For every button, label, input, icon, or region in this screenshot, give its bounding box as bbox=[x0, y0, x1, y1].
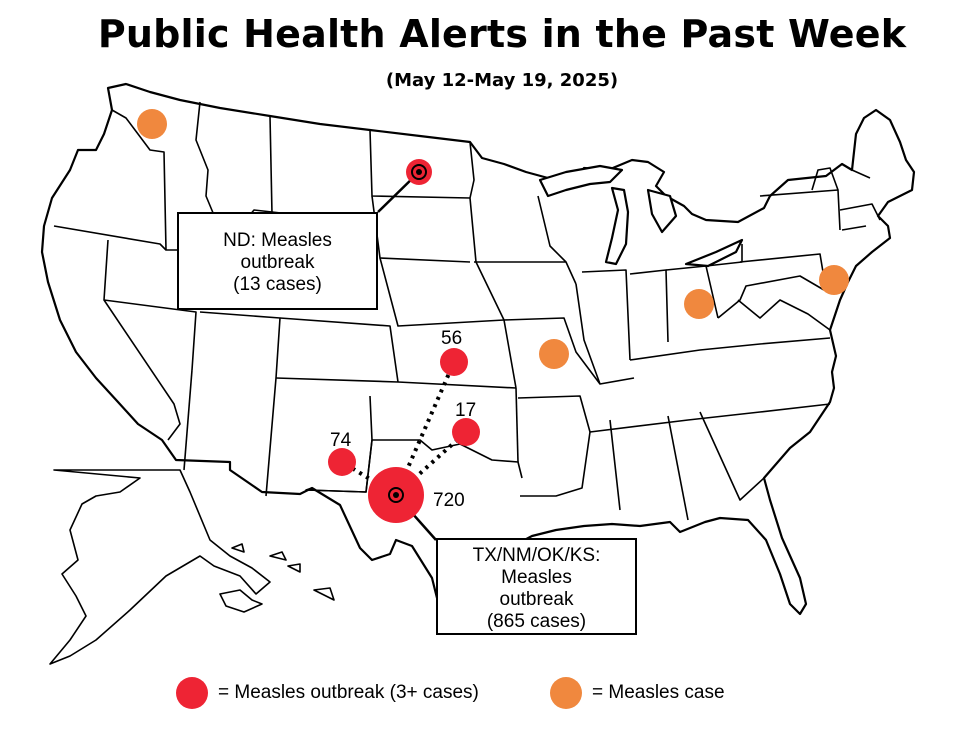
outbreak-marker-nm bbox=[328, 448, 356, 476]
tx-callout-line-4: (865 cases) bbox=[486, 611, 587, 632]
outbreak-marker-ok bbox=[452, 418, 480, 446]
nd-target-ring bbox=[411, 164, 427, 180]
texas-border bbox=[305, 439, 373, 493]
lake-michigan bbox=[604, 186, 630, 266]
tx-outbreak-callout: TX/NM/OK/KS: Measles outbreak (865 cases… bbox=[436, 538, 637, 635]
case-marker-oh bbox=[684, 289, 714, 319]
legend-outbreak-label: = Measles outbreak (3+ cases) bbox=[218, 682, 479, 703]
legend-outbreak-swatch bbox=[176, 677, 208, 709]
tx-callout-line-1: TX/NM/OK/KS: bbox=[472, 545, 601, 566]
legend-case: = Measles case bbox=[550, 676, 725, 710]
tx-callout-line-3: outbreak bbox=[499, 589, 574, 610]
map-subtitle: (May 12-May 19, 2025) bbox=[385, 70, 619, 91]
nd-target-center bbox=[416, 169, 422, 175]
ks-count-label: 56 bbox=[441, 328, 463, 349]
map-title: Public Health Alerts in the Past Week bbox=[97, 12, 907, 56]
state-borders bbox=[53, 101, 881, 521]
nd-outbreak-callout: ND: Measles outbreak (13 cases) bbox=[177, 212, 378, 310]
case-marker-nj bbox=[819, 265, 849, 295]
nd-callout-line-1: ND: Measles bbox=[223, 230, 332, 251]
legend-outbreak: = Measles outbreak (3+ cases) bbox=[176, 676, 479, 710]
alaska-inset bbox=[49, 469, 271, 665]
nm-count-label: 74 bbox=[330, 430, 352, 451]
nd-callout-line-3: (13 cases) bbox=[233, 274, 322, 295]
tx-target-center bbox=[393, 492, 399, 498]
tx-target-ring bbox=[388, 487, 404, 503]
ok-count-label: 17 bbox=[455, 400, 477, 421]
legend-case-label: = Measles case bbox=[592, 682, 725, 703]
hawaii-inset bbox=[219, 543, 335, 613]
tx-callout-line-2: Measles bbox=[501, 567, 572, 588]
lake-huron bbox=[646, 188, 678, 234]
tx-count-label: 720 bbox=[433, 490, 465, 511]
case-marker-wa bbox=[137, 109, 167, 139]
outbreak-marker-ks bbox=[440, 348, 468, 376]
legend-case-swatch bbox=[550, 677, 582, 709]
case-marker-mo bbox=[539, 339, 569, 369]
lake-superior bbox=[538, 164, 624, 198]
nd-callout-line-2: outbreak bbox=[240, 252, 315, 273]
